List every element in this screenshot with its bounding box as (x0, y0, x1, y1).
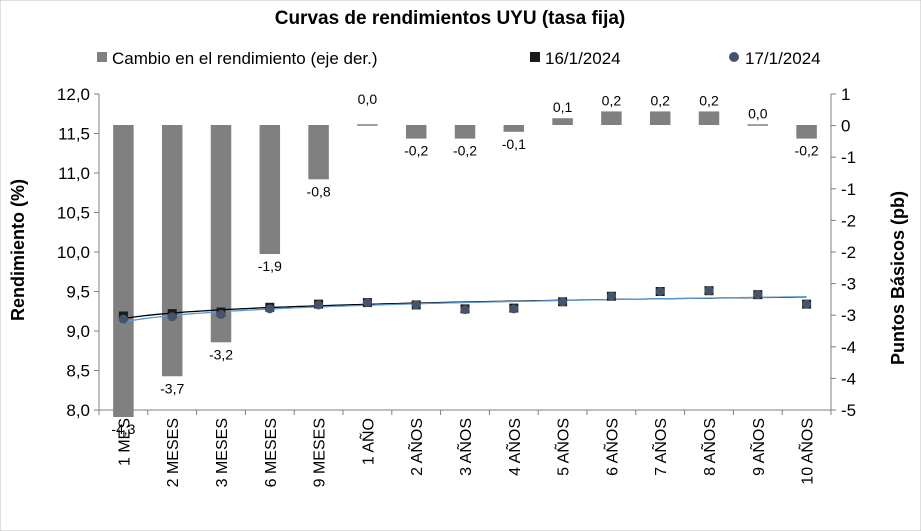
bar-data-label: -1,9 (258, 258, 282, 274)
bar (454, 125, 476, 139)
point-17 (704, 286, 714, 296)
bar-data-label: -3,7 (160, 380, 184, 396)
bar-data-label: -3,2 (209, 346, 233, 362)
y2-tick-label: -3 (841, 306, 856, 325)
bar (259, 125, 281, 255)
legend: Cambio en el rendimiento (eje der.) 16/1… (97, 49, 821, 68)
x-tick-label: 10 AÑOS (797, 418, 817, 485)
bar (796, 125, 817, 139)
bar (601, 111, 622, 125)
y-axis-title: Rendimiento (%) (8, 179, 28, 321)
y-tick-label: 8,5 (66, 362, 90, 381)
x-tick-label: 8 AÑOS (699, 418, 719, 476)
bar (698, 111, 720, 125)
bar-data-label: -0,2 (453, 143, 477, 159)
y2-tick-label: -1 (841, 180, 856, 199)
y-tick-label: 12,0 (57, 85, 90, 104)
legend-label-series-17: 17/1/2024 (745, 49, 821, 68)
bar (161, 125, 183, 377)
bar-data-label: 0,0 (748, 105, 768, 121)
bar-data-label: 0,2 (602, 92, 622, 108)
x-tick-label: 2 AÑOS (406, 418, 426, 476)
bar-data-label: 0,2 (650, 92, 670, 108)
point-17 (314, 300, 324, 310)
point-17 (362, 298, 372, 308)
x-tick-label: 6 MESES (263, 418, 280, 487)
bar (747, 124, 769, 126)
y2-tick-label: -2 (841, 211, 856, 230)
y-tick-label: 10,0 (57, 243, 90, 262)
point-17 (606, 291, 616, 301)
bar-data-label: 0,2 (699, 92, 719, 108)
bar-data-label: -0,8 (307, 183, 331, 199)
x-tick-label: 4 AÑOS (504, 418, 524, 476)
x-tick-label: 5 AÑOS (553, 418, 573, 476)
y2-tick-label: -1 (841, 148, 856, 167)
x-tick-label: 1 AÑO (357, 418, 377, 465)
x-tick-label: 6 AÑOS (601, 418, 621, 476)
legend-label-bars: Cambio en el rendimiento (eje der.) (112, 49, 378, 68)
x-tick-label: 9 MESES (312, 418, 329, 487)
point-17 (265, 304, 275, 314)
point-17 (216, 309, 226, 319)
chart-title: Curvas de rendimientos UYU (tasa fija) (275, 8, 626, 29)
legend-swatch-series-16 (530, 52, 540, 62)
bar (308, 125, 329, 180)
y-tick-label: 10,5 (57, 204, 90, 223)
y2-tick-label: -3 (841, 275, 856, 294)
point-17 (167, 312, 177, 322)
y-tick-label: 9,0 (66, 322, 90, 341)
y2-tick-label: -4 (841, 338, 856, 357)
legend-label-series-16: 16/1/2024 (545, 49, 621, 68)
bar (503, 125, 525, 132)
plot-area: 8,08,59,09,510,010,511,011,512,0-5-4-4-3… (57, 85, 856, 487)
trendline-17 (123, 296, 807, 323)
bar-data-label: 0,0 (358, 91, 378, 107)
point-17 (655, 287, 665, 296)
point-17 (509, 304, 519, 314)
x-tick-label: 7 AÑOS (650, 418, 670, 476)
bar-data-label: -0,1 (502, 136, 526, 152)
y2-tick-label: -4 (841, 369, 856, 388)
point-17 (753, 290, 763, 300)
bar (649, 111, 671, 125)
y2-tick-label: 0 (841, 117, 850, 136)
y2-tick-label: -2 (841, 243, 856, 262)
bar (357, 124, 378, 126)
x-tick-label: 3 MESES (214, 418, 231, 487)
y2-tick-label: 1 (841, 85, 850, 104)
y-tick-label: 11,0 (58, 164, 90, 183)
y-tick-label: 9,5 (66, 283, 90, 302)
x-tick-label: 9 AÑOS (748, 418, 768, 476)
x-tick-label: 2 MESES (165, 418, 182, 487)
point-17 (118, 314, 128, 324)
point-17 (460, 305, 470, 315)
bar-data-label: -4,3 (111, 421, 135, 437)
bar (113, 125, 134, 417)
bar (405, 125, 427, 139)
bar (210, 125, 232, 343)
point-17 (802, 299, 812, 309)
y-tick-label: 8,0 (66, 401, 90, 420)
bar-data-label: -0,2 (795, 143, 819, 159)
bar (552, 118, 573, 125)
y2-tick-label: -5 (841, 401, 856, 420)
point-17 (411, 300, 421, 310)
legend-swatch-series-17 (729, 52, 739, 62)
y-tick-label: 11,5 (58, 125, 90, 144)
x-tick-label: 3 AÑOS (455, 418, 475, 476)
bar-data-label: -0,2 (404, 143, 428, 159)
point-17 (558, 297, 568, 307)
x-tick-label: 1 MES (116, 418, 133, 466)
y2-axis-title: Puntos Básicos (pb) (888, 191, 908, 365)
bar-data-label: 0,1 (553, 99, 573, 115)
legend-swatch-bars (97, 52, 107, 62)
